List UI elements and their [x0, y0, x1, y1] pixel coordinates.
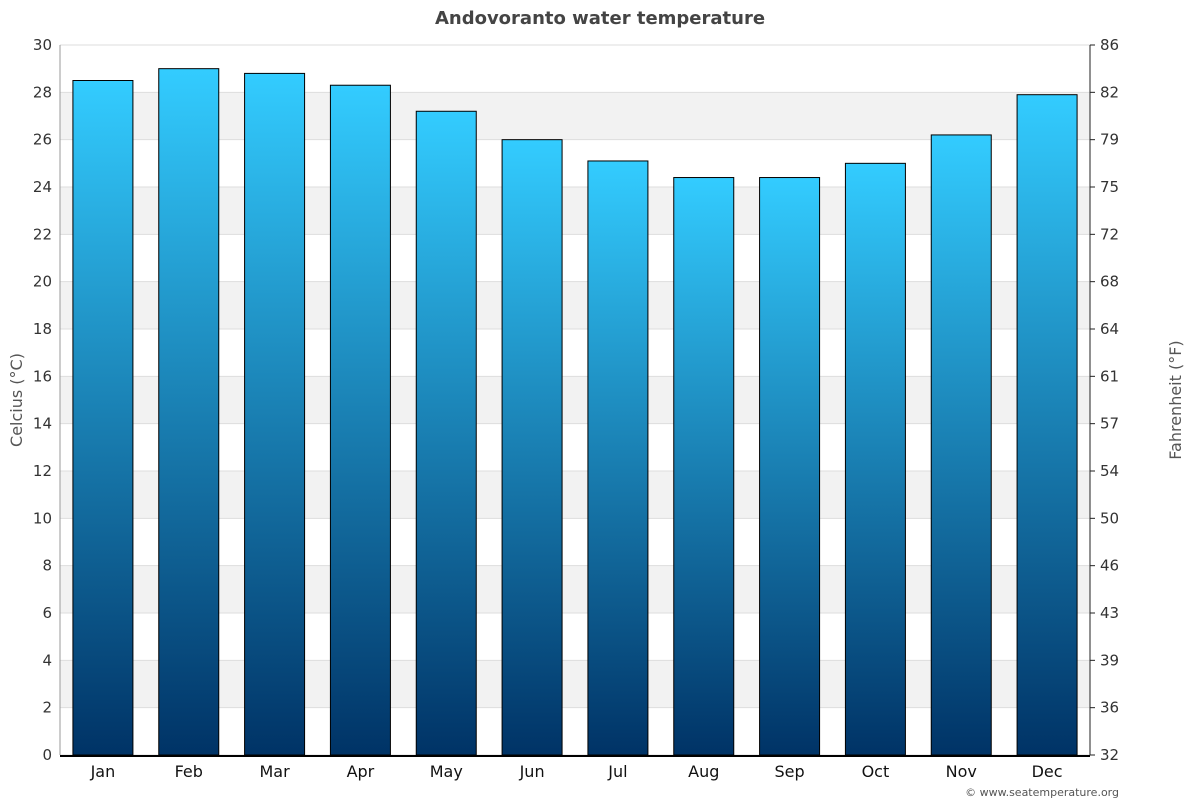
y2-tick-label: 50 [1100, 509, 1119, 527]
y-axis-label: Celcius (°C) [7, 353, 26, 447]
y-tick-label: 28 [33, 83, 52, 101]
y-tick-label: 16 [33, 367, 52, 385]
y-tick-label: 24 [33, 178, 52, 196]
y2-tick-label: 54 [1100, 462, 1119, 480]
y2-tick-label: 36 [1100, 699, 1119, 717]
chart-title: Andovoranto water temperature [435, 8, 765, 29]
y2-tick-label: 86 [1100, 36, 1119, 54]
x-tick-label: Mar [259, 762, 290, 781]
bar-dec [1016, 94, 1078, 756]
y2-tick-label: 46 [1100, 557, 1119, 575]
x-tick-label: Apr [347, 762, 375, 781]
y-tick-label: 20 [33, 273, 52, 291]
bar-jul [587, 160, 649, 756]
y-tick-label: 26 [33, 131, 52, 149]
x-tick-label: Jun [519, 762, 545, 781]
bar-sep [759, 177, 821, 756]
grid-band [60, 471, 1090, 519]
y-tick-label: 4 [42, 651, 52, 669]
bar-jan [72, 80, 134, 756]
y-tick-label: 18 [33, 320, 52, 338]
bar-apr [329, 84, 391, 756]
bar-mar [244, 72, 306, 756]
grid-band [60, 565, 1090, 613]
x-tick-label: May [430, 762, 463, 781]
y2-axis-label: Fahrenheit (°F) [1166, 340, 1185, 459]
y2-tick-label: 75 [1100, 178, 1119, 196]
bar-nov [930, 134, 992, 756]
y2-tick-label: 72 [1100, 225, 1119, 243]
x-tick-label: Oct [862, 762, 890, 781]
bar-may [415, 110, 477, 756]
grid-band [60, 281, 1090, 329]
y2-tick-label: 82 [1100, 83, 1119, 101]
y2-tick-label: 64 [1100, 320, 1119, 338]
y-tick-label: 30 [33, 36, 52, 54]
x-tick-label: Jan [90, 762, 116, 781]
y2-tick-label: 32 [1100, 746, 1119, 764]
x-tick-label: Feb [175, 762, 203, 781]
y-tick-label: 22 [33, 225, 52, 243]
y2-tick-label: 79 [1100, 131, 1119, 149]
grid-band [60, 92, 1090, 140]
y2-tick-label: 43 [1100, 604, 1119, 622]
y-tick-label: 14 [33, 415, 52, 433]
y-tick-label: 2 [42, 699, 52, 717]
y-tick-label: 10 [33, 509, 52, 527]
y2-tick-label: 39 [1100, 651, 1119, 669]
credit-text: © www.seatemperature.org [965, 786, 1119, 799]
bar-jun [501, 139, 563, 756]
x-tick-label: Nov [946, 762, 977, 781]
grid-band [60, 660, 1090, 708]
y2-tick-label: 57 [1100, 415, 1119, 433]
bar-oct [844, 162, 906, 756]
y2-tick-label: 61 [1100, 367, 1119, 385]
y-tick-label: 8 [42, 557, 52, 575]
y-tick-label: 12 [33, 462, 52, 480]
bar-aug [673, 177, 735, 756]
y-tick-label: 6 [42, 604, 52, 622]
grid-band [60, 376, 1090, 424]
x-tick-label: Dec [1032, 762, 1063, 781]
y2-tick-label: 68 [1100, 273, 1119, 291]
x-tick-label: Jul [607, 762, 627, 781]
x-tick-label: Sep [775, 762, 805, 781]
x-tick-label: Aug [688, 762, 719, 781]
y-tick-label: 0 [42, 746, 52, 764]
bar-feb [158, 68, 220, 756]
grid-band [60, 187, 1090, 235]
